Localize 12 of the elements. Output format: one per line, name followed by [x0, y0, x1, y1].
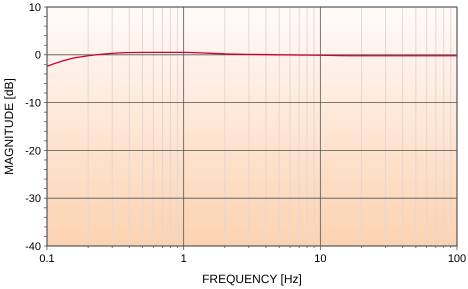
y-axis-title: MAGNITUDE [dB]	[2, 78, 16, 175]
x-tick-label: 10	[314, 253, 326, 265]
y-tick-label: 10	[28, 2, 41, 14]
x-tick-label: 100	[448, 253, 466, 265]
x-axis-title: FREQUENCY [Hz]	[202, 272, 302, 286]
y-tick-label: 0	[34, 50, 41, 62]
y-tick-label: -20	[25, 145, 41, 158]
y-tick-label: -30	[25, 193, 41, 206]
x-tick-label: 1	[180, 253, 187, 265]
y-tick-label: -10	[25, 97, 41, 110]
x-tick-label: 0.1	[39, 253, 55, 265]
y-tick-label: -40	[25, 240, 41, 253]
